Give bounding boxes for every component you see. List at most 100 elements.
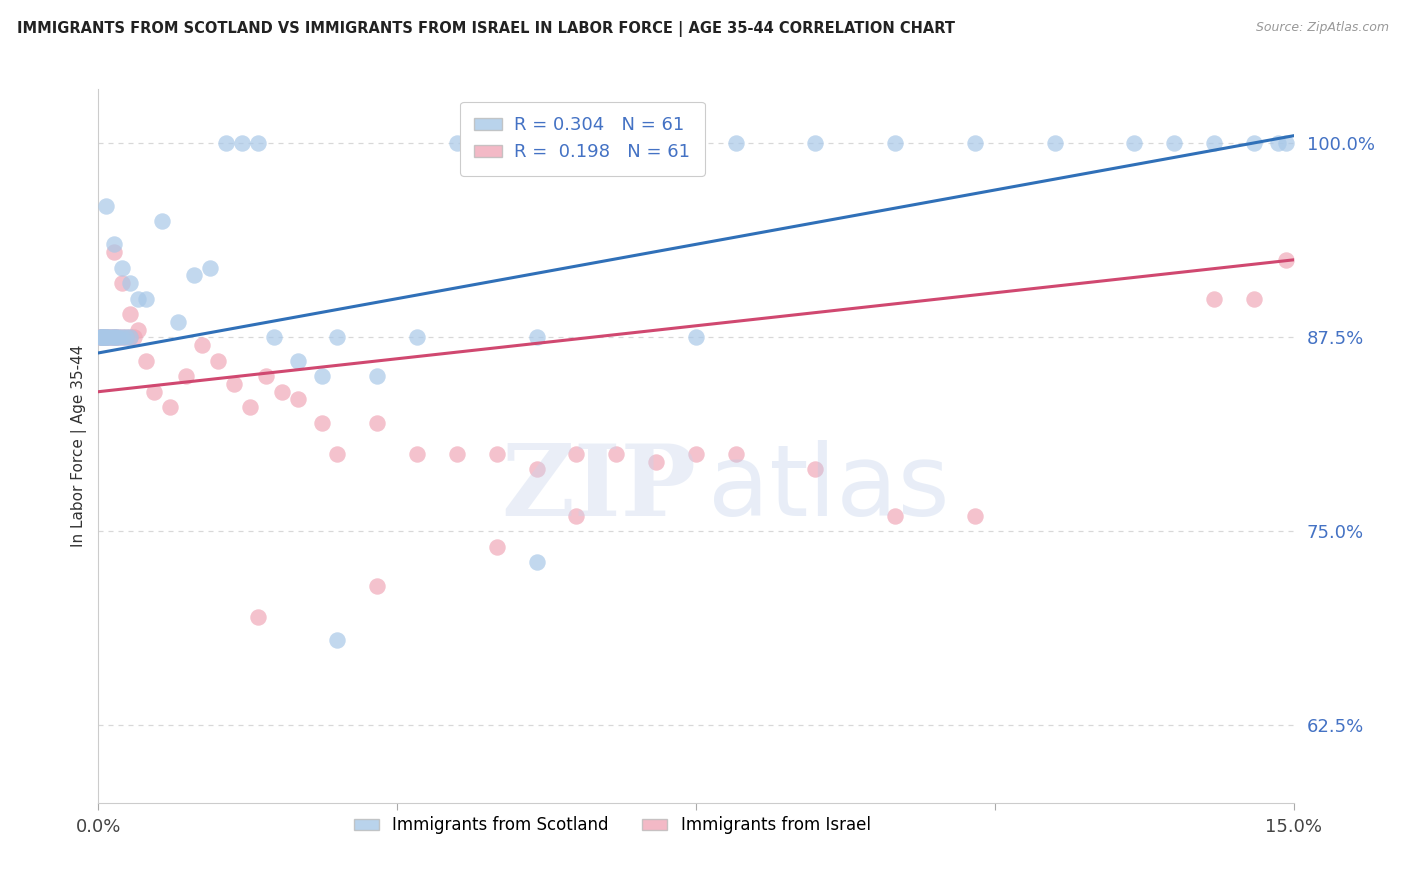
Point: [103, 330, 125, 344]
Point: [685, 447, 707, 461]
Point: [98, 330, 122, 344]
Point: [101, 330, 124, 344]
Point: [645, 136, 668, 151]
Point: [326, 330, 349, 344]
Point: [198, 260, 221, 275]
Point: [167, 315, 190, 329]
Point: [174, 369, 197, 384]
Point: [96, 330, 118, 344]
Point: [111, 330, 134, 344]
Point: [120, 330, 142, 344]
Point: [111, 330, 134, 344]
Point: [884, 136, 907, 151]
Point: [104, 330, 127, 344]
Point: [366, 369, 388, 384]
Point: [311, 416, 333, 430]
Point: [246, 136, 269, 151]
Point: [183, 268, 205, 283]
Point: [98, 330, 122, 344]
Point: [159, 401, 181, 415]
Point: [89, 330, 111, 344]
Point: [884, 508, 907, 523]
Point: [91, 330, 114, 344]
Point: [605, 136, 627, 151]
Text: ZIP: ZIP: [501, 441, 696, 537]
Point: [104, 330, 127, 344]
Point: [191, 338, 214, 352]
Point: [526, 462, 548, 476]
Point: [326, 447, 349, 461]
Point: [724, 447, 747, 461]
Point: [91, 330, 114, 344]
Point: [685, 330, 707, 344]
Point: [1123, 136, 1146, 151]
Point: [135, 353, 157, 368]
Point: [254, 369, 277, 384]
Point: [101, 330, 124, 344]
Point: [94, 330, 117, 344]
Point: [91, 330, 114, 344]
Point: [90, 330, 112, 344]
Text: Source: ZipAtlas.com: Source: ZipAtlas.com: [1256, 21, 1389, 34]
Point: [215, 136, 238, 151]
Point: [89, 330, 111, 344]
Point: [446, 136, 468, 151]
Point: [287, 392, 309, 407]
Point: [94, 330, 117, 344]
Point: [239, 401, 262, 415]
Point: [406, 447, 429, 461]
Point: [115, 330, 138, 344]
Point: [963, 136, 986, 151]
Point: [526, 555, 548, 569]
Point: [485, 447, 508, 461]
Point: [120, 276, 142, 290]
Point: [804, 136, 827, 151]
Point: [246, 609, 269, 624]
Point: [115, 330, 138, 344]
Point: [645, 454, 668, 468]
Point: [1267, 136, 1289, 151]
Point: [103, 245, 125, 260]
Point: [207, 353, 229, 368]
Point: [326, 632, 349, 647]
Point: [127, 292, 149, 306]
Point: [135, 292, 157, 306]
Point: [111, 276, 134, 290]
Point: [90, 330, 112, 344]
Point: [91, 330, 114, 344]
Point: [804, 462, 827, 476]
Point: [120, 330, 142, 344]
Text: IMMIGRANTS FROM SCOTLAND VS IMMIGRANTS FROM ISRAEL IN LABOR FORCE | AGE 35-44 CO: IMMIGRANTS FROM SCOTLAND VS IMMIGRANTS F…: [17, 21, 955, 37]
Point: [107, 330, 129, 344]
Point: [287, 353, 309, 368]
Point: [127, 323, 149, 337]
Point: [565, 447, 588, 461]
Point: [263, 330, 285, 344]
Point: [1243, 292, 1265, 306]
Point: [270, 384, 292, 399]
Y-axis label: In Labor Force | Age 35-44: In Labor Force | Age 35-44: [72, 345, 87, 547]
Point: [724, 136, 747, 151]
Point: [111, 260, 134, 275]
Point: [366, 579, 388, 593]
Point: [222, 376, 245, 391]
Point: [311, 369, 333, 384]
Point: [446, 447, 468, 461]
Point: [96, 198, 118, 212]
Point: [1274, 136, 1296, 151]
Point: [90, 330, 112, 344]
Point: [150, 214, 173, 228]
Point: [120, 307, 142, 321]
Point: [1274, 252, 1296, 267]
Point: [103, 237, 125, 252]
Legend: Immigrants from Scotland, Immigrants from Israel: Immigrants from Scotland, Immigrants fro…: [347, 810, 877, 841]
Point: [605, 447, 627, 461]
Point: [103, 330, 125, 344]
Point: [963, 508, 986, 523]
Point: [406, 330, 429, 344]
Point: [96, 330, 118, 344]
Point: [1243, 136, 1265, 151]
Point: [96, 330, 118, 344]
Point: [231, 136, 253, 151]
Point: [143, 384, 166, 399]
